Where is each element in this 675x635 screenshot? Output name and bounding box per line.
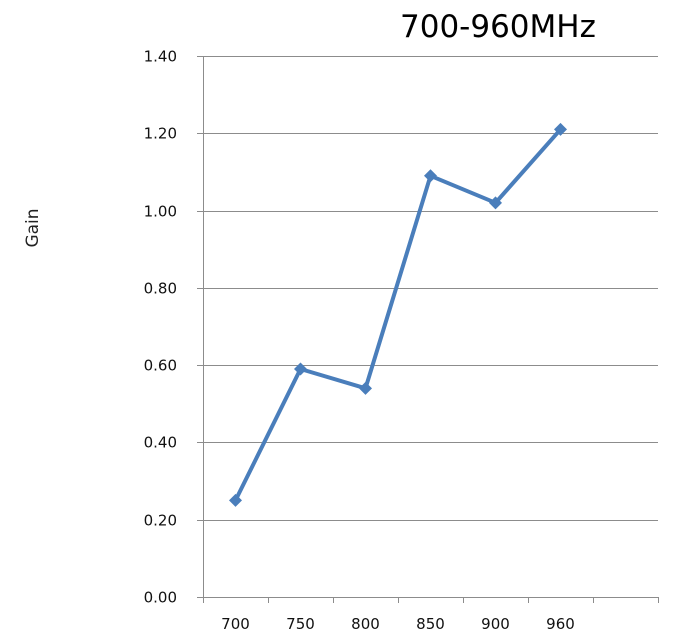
data-point-marker xyxy=(489,196,502,210)
data-point-marker xyxy=(294,362,307,376)
x-tick-labels: 700 750 800 850 900 960 xyxy=(221,615,575,633)
x-tick-label: 900 xyxy=(481,615,510,633)
y-tick-label: 1.40 xyxy=(144,48,177,66)
gridlines xyxy=(203,56,658,521)
x-tick-label: 750 xyxy=(286,615,315,633)
data-point-marker xyxy=(359,381,372,395)
y-tick-labels: 0.00 0.20 0.40 0.60 0.80 1.00 1.20 1.40 xyxy=(144,48,177,607)
x-tick-label: 800 xyxy=(351,615,380,633)
x-tick-label: 850 xyxy=(416,615,445,633)
axes xyxy=(197,56,659,603)
y-tick-label: 0.00 xyxy=(144,589,177,607)
y-tick-label: 0.80 xyxy=(144,280,177,298)
chart-title: 700-960MHz xyxy=(400,9,596,45)
y-tick-label: 0.20 xyxy=(144,512,177,530)
series xyxy=(229,122,567,507)
y-axis-label: Gain xyxy=(23,208,43,247)
y-tick-label: 0.40 xyxy=(144,434,177,452)
data-point-marker xyxy=(424,169,437,183)
x-tick-label: 960 xyxy=(546,615,575,633)
y-tick-label: 0.60 xyxy=(144,357,177,375)
series-line xyxy=(233,127,563,503)
y-tick-label: 1.00 xyxy=(144,203,177,221)
data-point-marker xyxy=(554,122,567,136)
y-tick-label: 1.20 xyxy=(144,125,177,143)
x-tick-label: 700 xyxy=(221,615,250,633)
data-point-marker xyxy=(229,493,242,507)
